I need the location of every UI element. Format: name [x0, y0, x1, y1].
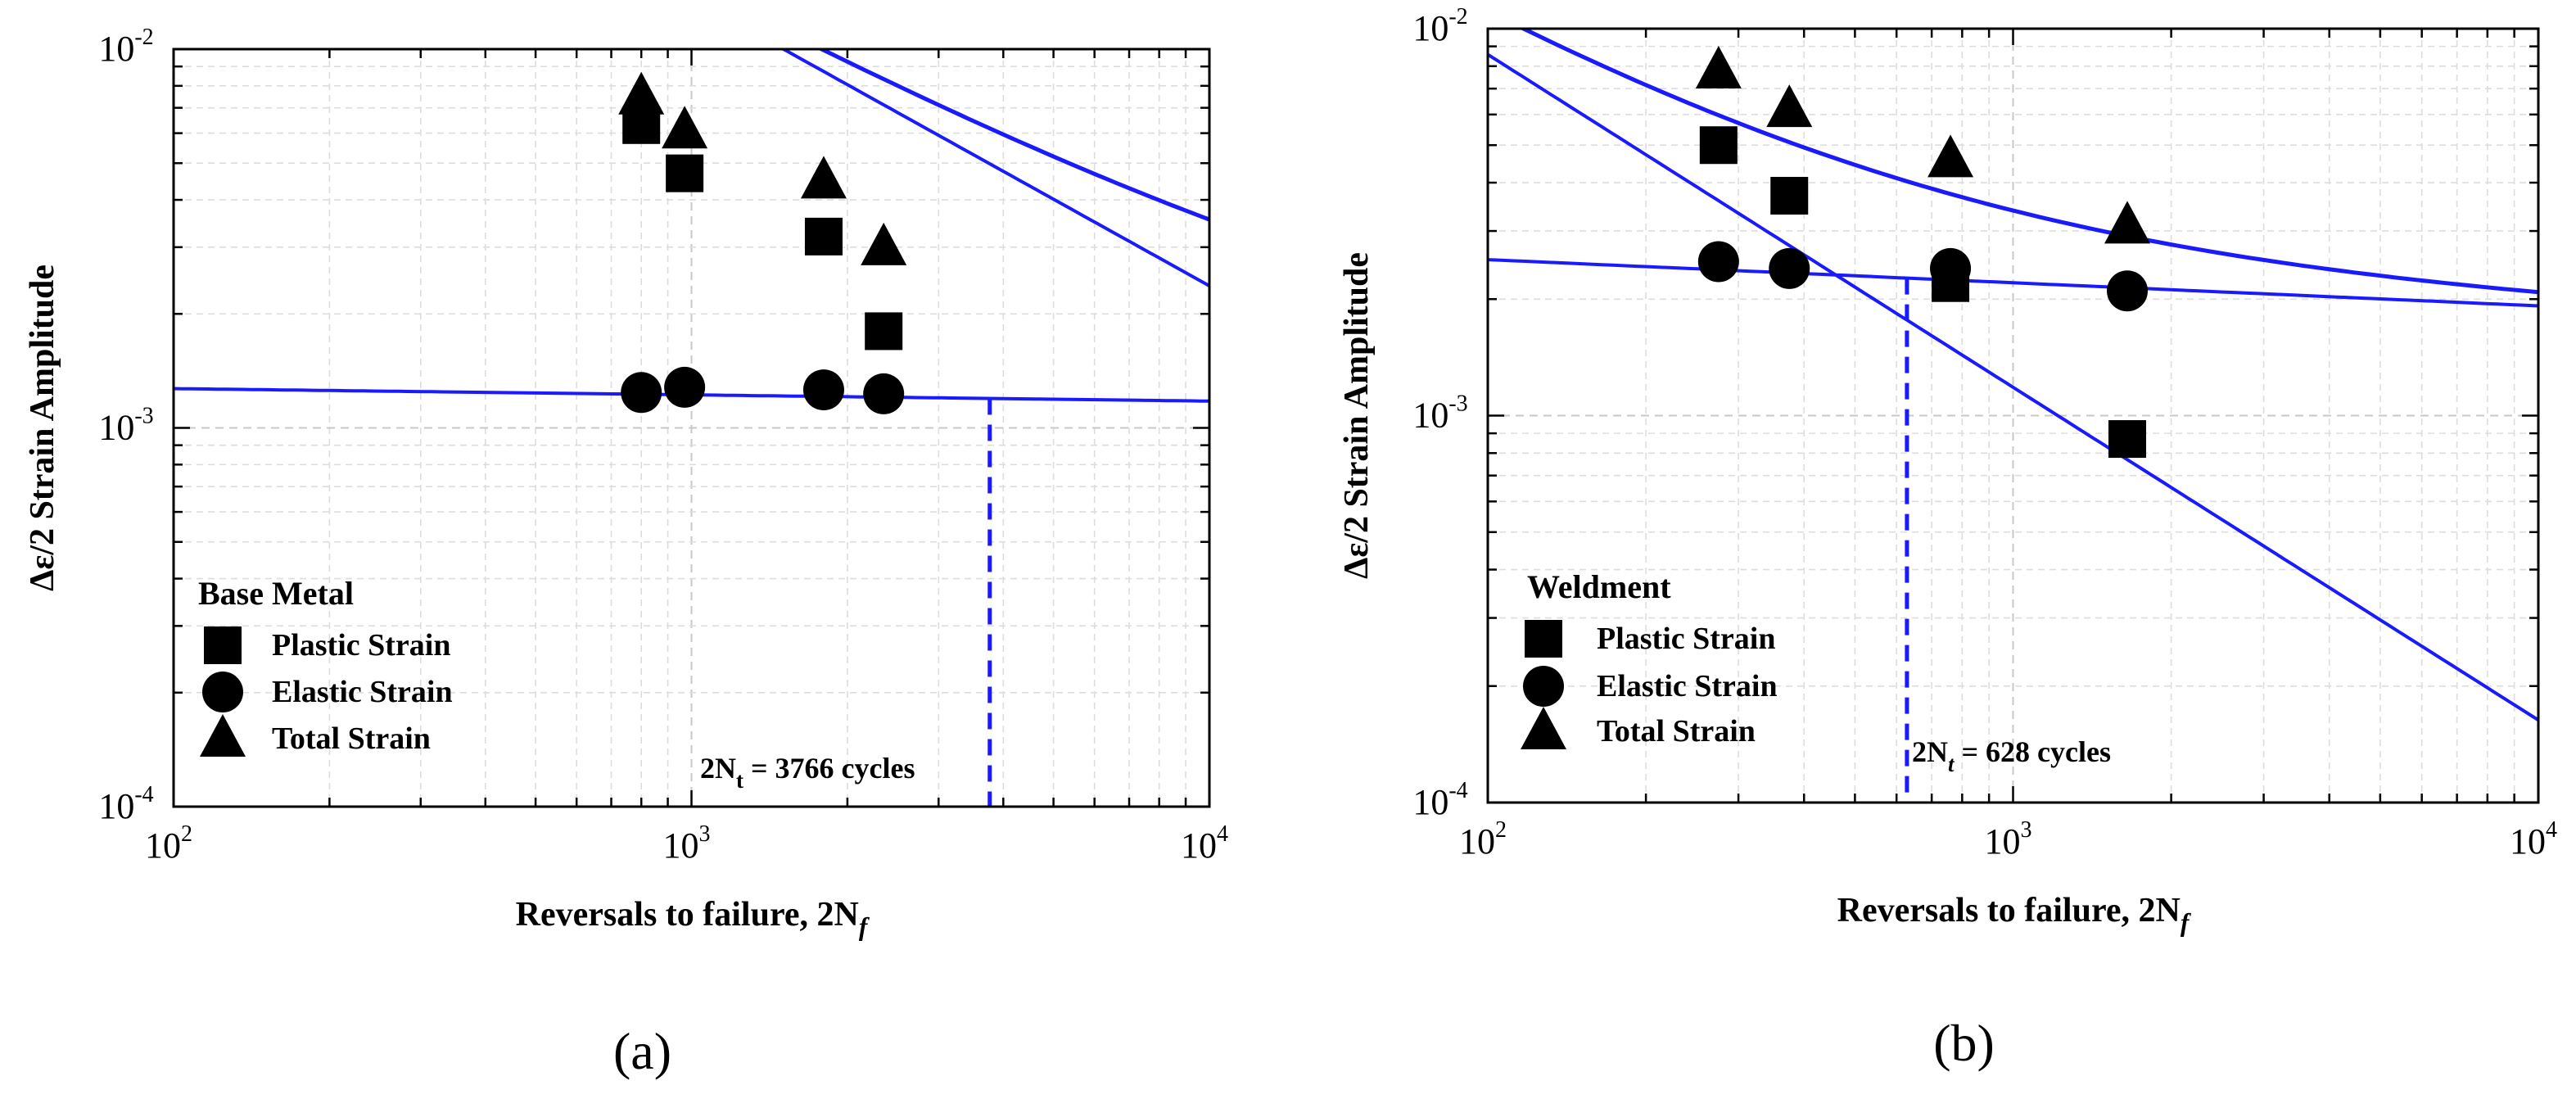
y-axis-title: Δε/2 Strain Amplitude [24, 265, 61, 591]
legend-triangle-icon [1521, 707, 1566, 749]
total-strain-point [1927, 134, 1974, 178]
elastic-fit-line [1488, 258, 2538, 308]
total-strain-point [662, 106, 708, 149]
elastic-strain-point [1769, 247, 1810, 289]
legend-title: Base Metal [198, 575, 354, 612]
legend-label: Total Strain [1597, 714, 1756, 748]
x-tick-label: 102 [145, 821, 192, 866]
plastic-strain-point [1770, 177, 1809, 215]
total-fit-line [816, 49, 1209, 222]
x-tick-label: 103 [1985, 817, 2032, 862]
legend-square-icon [1525, 620, 1562, 658]
legend-label: Elastic Strain [1597, 669, 1778, 703]
plastic-strain-point [2108, 420, 2147, 459]
total-fit-line [1518, 29, 2538, 295]
elastic-strain-point [1930, 247, 1972, 289]
elastic-strain-point [802, 369, 844, 411]
legend-triangle-icon [200, 714, 246, 757]
elastic-strain-point [863, 373, 905, 414]
y-axis-title: Δε/2 Strain Amplitude [1338, 252, 1376, 579]
legend-circle-icon [1523, 666, 1564, 707]
y-tick-label: 10-4 [1412, 778, 1467, 822]
total-strain-point [1766, 84, 1813, 128]
plastic-strain-point [666, 154, 704, 192]
data-points [618, 71, 907, 414]
x-axis-title: Reversals to failure, 2Nf [1837, 892, 2192, 937]
plastic-strain-point [804, 217, 843, 256]
legend: Base Metal Plastic Strain Elastic Strain To… [198, 575, 453, 757]
legend-label: Plastic Strain [272, 628, 450, 663]
plot-frame [172, 47, 1211, 808]
x-tick-label: 104 [1181, 821, 1228, 866]
y-tick-label: 10-3 [1412, 391, 1467, 436]
y-tick-label: 10-2 [98, 25, 153, 69]
fit-lines [1488, 29, 2538, 721]
legend: Weldment Plastic Strain Elastic Strain Tota… [1521, 568, 1778, 749]
gridlines [174, 49, 1209, 807]
panel-label: (a) [613, 1022, 671, 1080]
chart-panel-base-metal: 102 103 104 10-4 10-3 10-2 Reversals to failur… [24, 25, 1228, 1080]
elastic-strain-point [664, 366, 706, 408]
plastic-strain-point [865, 312, 903, 350]
total-strain-point [618, 71, 665, 115]
data-points [1695, 45, 2151, 459]
elastic-strain-point [621, 372, 662, 414]
total-strain-point [2104, 201, 2151, 244]
plastic-fit-line [1488, 52, 2538, 721]
total-strain-point [800, 156, 847, 199]
elastic-strain-point [2107, 270, 2149, 312]
plastic-strain-point [1699, 126, 1738, 165]
chart-panel-weldment: 102 103 104 10-4 10-3 10-2 Reversals to failur… [1338, 4, 2557, 1072]
x-tick-label: 103 [663, 821, 711, 866]
plastic-fit-line [780, 49, 1209, 287]
plot-frame [1486, 27, 2540, 804]
x-axis-title: Reversals to failure, 2Nf [516, 896, 870, 941]
y-tick-label: 10-3 [98, 404, 153, 448]
legend-square-icon [204, 626, 242, 664]
panel-label: (b) [1933, 1014, 1995, 1072]
elastic-strain-point [1697, 241, 1739, 283]
legend-label: Elastic Strain [272, 675, 453, 709]
x-tick-label: 104 [2510, 817, 2557, 862]
total-strain-point [1695, 45, 1742, 88]
transition-life-label: 2Nt = 3766 cycles [700, 752, 915, 793]
legend-label: Plastic Strain [1597, 622, 1775, 656]
total-strain-point [861, 222, 907, 265]
legend-circle-icon [202, 672, 243, 712]
y-tick-label: 10-4 [98, 782, 153, 826]
transition-life-label: 2Nt = 628 cycles [1912, 735, 2111, 776]
legend-label: Total Strain [272, 721, 431, 756]
legend-title: Weldment [1527, 568, 1671, 605]
y-tick-label: 10-2 [1412, 4, 1467, 48]
x-tick-label: 102 [1459, 817, 1507, 862]
